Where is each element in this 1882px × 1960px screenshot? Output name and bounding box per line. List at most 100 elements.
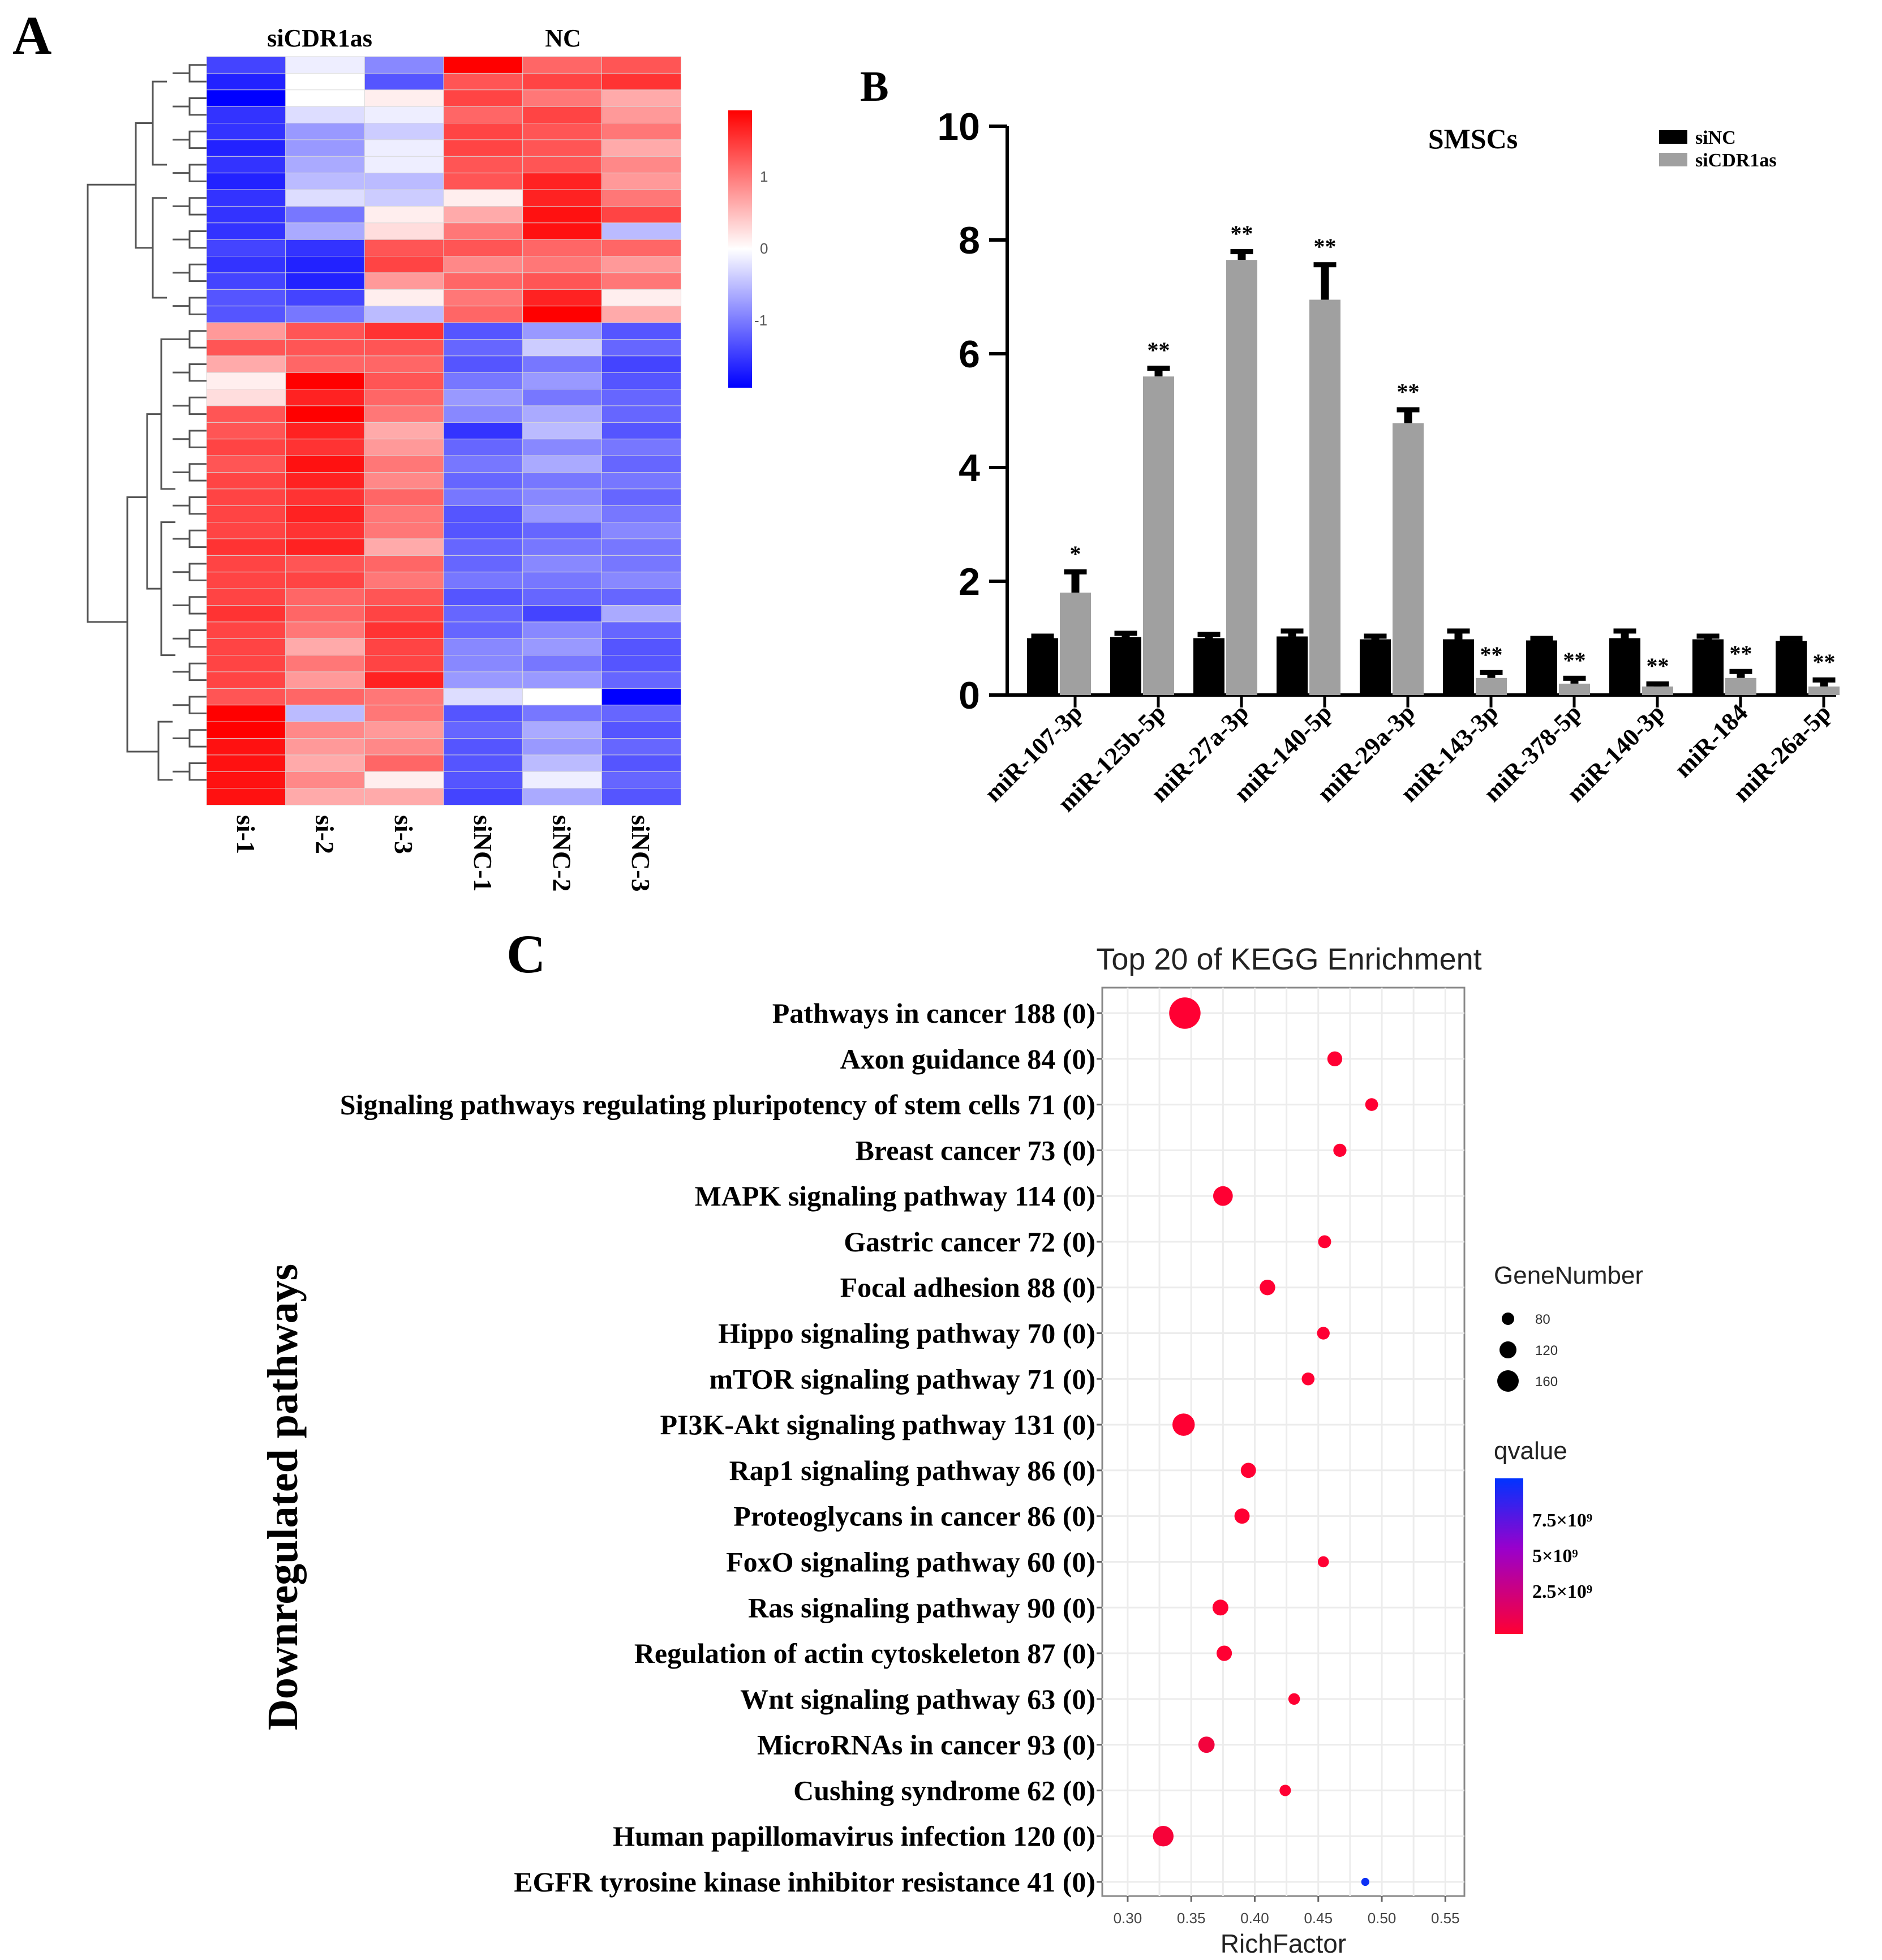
heatmap-cell bbox=[601, 688, 682, 706]
heatmap-cell bbox=[443, 555, 523, 573]
y-tick-label: 0 bbox=[959, 674, 980, 717]
heatmap-cell bbox=[206, 705, 286, 723]
heatmap-cell bbox=[206, 389, 286, 406]
error-bar-cap bbox=[1397, 407, 1420, 413]
error-bar bbox=[1404, 409, 1412, 423]
pathway-label: PI3K-Akt signaling pathway 131 (0) bbox=[660, 1409, 1095, 1440]
heatmap-cell bbox=[285, 272, 366, 290]
heatmap-cell bbox=[285, 372, 366, 390]
heatmap-cell bbox=[443, 505, 523, 523]
heatmap-cell bbox=[443, 522, 523, 539]
kegg-dot bbox=[1212, 1599, 1228, 1616]
heatmap-cell bbox=[522, 422, 603, 440]
heatmap-column-label: siNC-2 bbox=[548, 815, 577, 891]
heatmap-cell bbox=[285, 671, 366, 689]
heatmap-cell bbox=[364, 139, 444, 157]
error-bar-cap bbox=[1480, 670, 1503, 675]
heatmap-cell bbox=[285, 322, 366, 340]
kegg-x-axis-label: RichFactor bbox=[1221, 1929, 1346, 1958]
heatmap-cell bbox=[285, 355, 366, 374]
pathway-label: MAPK signaling pathway 114 (0) bbox=[695, 1180, 1095, 1212]
kegg-size-legend: GeneNumber 80 120 160 bbox=[1494, 1262, 1643, 1392]
heatmap-cell bbox=[522, 754, 603, 773]
heatmap-cell bbox=[206, 239, 286, 257]
pathway-label: Breast cancer 73 (0) bbox=[856, 1134, 1095, 1166]
heatmap-cell bbox=[364, 355, 444, 374]
heatmap-cell bbox=[601, 389, 682, 406]
heatmap-cell bbox=[206, 754, 286, 773]
error-bar-cap bbox=[1313, 262, 1337, 268]
heatmap-cell bbox=[364, 737, 444, 756]
error-bar-cap bbox=[1563, 675, 1586, 681]
heatmap-cell bbox=[206, 655, 286, 672]
x-tick-label: 0.35 bbox=[1177, 1910, 1206, 1927]
kegg-x-ticks: 0.30 0.35 0.40 0.45 0.50 0.55 bbox=[1114, 1896, 1460, 1927]
heatmap-cell bbox=[206, 256, 286, 273]
heatmap-cell bbox=[522, 588, 603, 606]
heatmap-cell bbox=[364, 688, 444, 706]
significance-mark: ** bbox=[1480, 642, 1503, 667]
heatmap-cell bbox=[364, 123, 444, 140]
heatmap-cell bbox=[443, 688, 523, 706]
kegg-dot bbox=[1327, 1051, 1343, 1066]
heatmap-cell bbox=[522, 522, 603, 539]
heatmap-cell bbox=[206, 372, 286, 390]
heatmap-cell bbox=[206, 572, 286, 590]
heatmap-cell bbox=[601, 422, 682, 440]
heatmap-cell bbox=[285, 173, 366, 191]
bar-sinc bbox=[1027, 638, 1058, 695]
heatmap-cell bbox=[285, 488, 366, 507]
heatmap-cell bbox=[285, 604, 366, 623]
heatmap-cell bbox=[443, 173, 523, 191]
size-legend-title: GeneNumber bbox=[1494, 1262, 1643, 1289]
heatmap-cell bbox=[522, 322, 603, 340]
error-bar-cap bbox=[1114, 631, 1137, 636]
heatmap-cell bbox=[364, 422, 444, 440]
size-legend-value: 160 bbox=[1535, 1374, 1558, 1389]
heatmap-cell bbox=[522, 56, 603, 74]
heatmap-cell bbox=[364, 205, 444, 224]
heatmap-cell bbox=[206, 737, 286, 756]
heatmap-cell bbox=[443, 56, 523, 74]
heatmap-cell bbox=[522, 89, 603, 108]
kegg-dot bbox=[1172, 1413, 1195, 1436]
heatmap-cell bbox=[364, 505, 444, 523]
error-bar-cap bbox=[1197, 632, 1221, 637]
heatmap-cell bbox=[522, 488, 603, 507]
heatmap-cell bbox=[285, 306, 366, 324]
kegg-dot bbox=[1301, 1372, 1315, 1386]
significance-mark: ** bbox=[1231, 221, 1253, 246]
heatmap-cell bbox=[443, 322, 523, 340]
heatmap-cell bbox=[601, 788, 682, 805]
heatmap-cell bbox=[522, 621, 603, 640]
legend-swatch-sinc bbox=[1659, 130, 1687, 144]
heatmap-cell bbox=[443, 455, 523, 473]
heatmap-cell bbox=[443, 422, 523, 440]
error-bar-cap bbox=[1064, 569, 1087, 574]
heatmap-cell bbox=[522, 272, 603, 290]
heatmap-cell bbox=[364, 488, 444, 507]
kegg-plot-area bbox=[1101, 987, 1466, 1897]
size-legend-value: 80 bbox=[1535, 1312, 1550, 1327]
heatmap-cell bbox=[364, 239, 444, 257]
heatmap-cell bbox=[285, 455, 366, 473]
heatmap-cell bbox=[601, 338, 682, 357]
heatmap-cell bbox=[206, 272, 286, 290]
qvalue-legend-title: qvalue bbox=[1494, 1437, 1567, 1465]
heatmap-cell bbox=[522, 355, 603, 374]
significance-mark: ** bbox=[1647, 653, 1669, 679]
heatmap-cell bbox=[443, 239, 523, 257]
pathway-label: mTOR signaling pathway 71 (0) bbox=[709, 1363, 1095, 1395]
heatmap-cell bbox=[443, 189, 523, 207]
heatmap-cell bbox=[206, 355, 286, 374]
heatmap-cell bbox=[285, 256, 366, 273]
heatmap-cell bbox=[601, 306, 682, 324]
heatmap-cell bbox=[364, 538, 444, 556]
heatmap-cell bbox=[364, 189, 444, 207]
heatmap-cell bbox=[443, 737, 523, 756]
heatmap-cell bbox=[285, 389, 366, 406]
y-tick-label: 4 bbox=[959, 447, 980, 490]
heatmap-cell bbox=[522, 455, 603, 473]
heatmap-cell bbox=[601, 72, 682, 91]
heatmap-cell bbox=[601, 538, 682, 556]
